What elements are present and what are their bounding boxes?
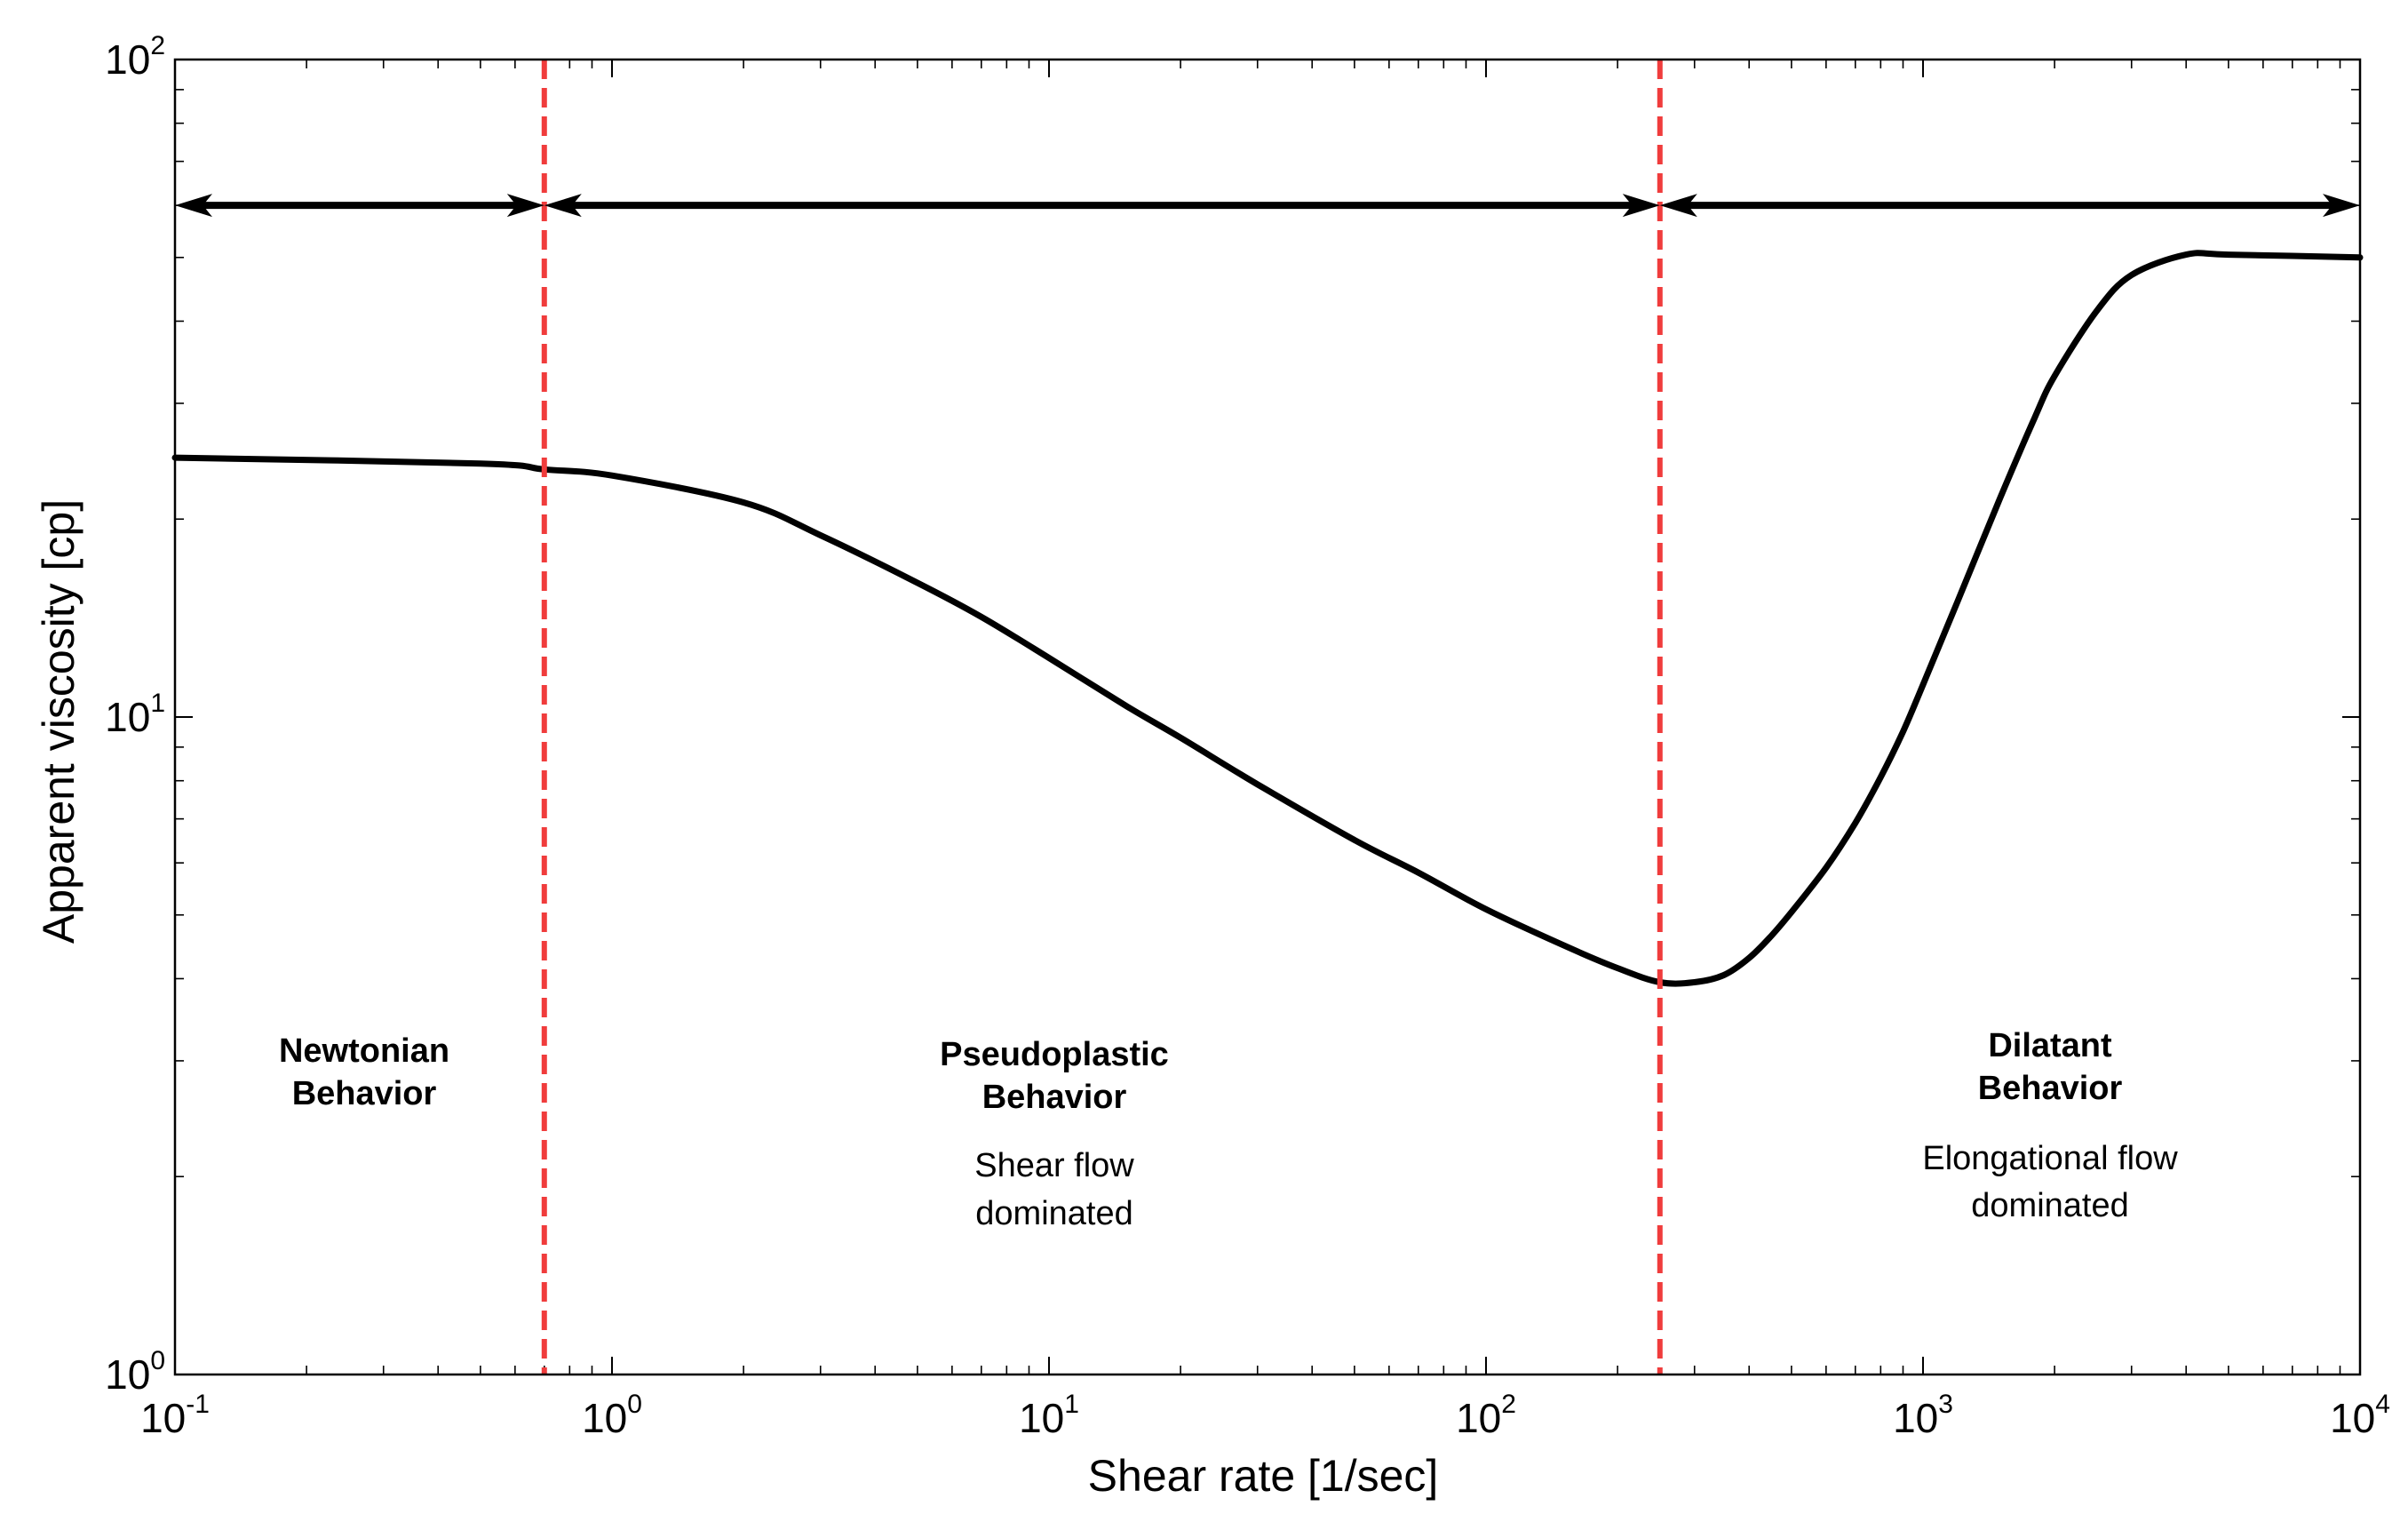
boundary-layer <box>541 60 1663 1375</box>
x-tick-label: 104 <box>2330 1390 2390 1441</box>
region-dilatant-title-2: Behavior <box>1978 1070 2123 1107</box>
x-tick-label: 10-1 <box>140 1390 210 1441</box>
y-tick-label: 100 <box>105 1346 165 1398</box>
double-arrow-head-right <box>2323 194 2360 218</box>
x-axis-title: Shear rate [1/sec] <box>1088 1451 1439 1501</box>
double-arrow-head-left <box>1659 194 1697 218</box>
region-newtonian-title-2: Behavior <box>292 1075 437 1112</box>
y-axis-title: Apparent viscosity [cp] <box>34 499 83 944</box>
double-arrow-head-right <box>506 194 544 218</box>
region-pseudoplastic-title-1: Pseudoplastic <box>940 1036 1169 1073</box>
region-pseudoplastic: Pseudoplastic Behavior Shear flow domina… <box>940 1036 1169 1232</box>
region-dilatant: Dilatant Behavior Elongational flow domi… <box>1922 1027 2178 1224</box>
double-arrow-head-left <box>175 194 212 218</box>
region-dilatant-title-1: Dilatant <box>1988 1027 2112 1064</box>
region-pseudoplastic-desc-1: Shear flow <box>974 1147 1134 1184</box>
viscosity-curve <box>171 250 2364 987</box>
double-arrow <box>1659 194 2360 218</box>
x-tick-label: 100 <box>582 1390 642 1441</box>
y-tick-label: 102 <box>105 31 165 83</box>
double-arrow-head-right <box>1622 194 1660 218</box>
y-tick-labels: 100 101 102 <box>105 31 165 1398</box>
x-tick-labels: 10-1 100 101 102 103 104 <box>140 1390 2390 1441</box>
plot-frame <box>173 58 2362 1376</box>
region-dilatant-desc-1: Elongational flow <box>1922 1140 2178 1177</box>
region-pseudoplastic-desc-2: dominated <box>975 1195 1132 1232</box>
region-newtonian: Newtonian Behavior <box>279 1032 449 1112</box>
region-newtonian-title-1: Newtonian <box>279 1032 449 1070</box>
series-layer <box>171 250 2364 987</box>
region-dilatant-desc-2: dominated <box>1971 1187 2128 1224</box>
double-arrow-head-left <box>544 194 582 218</box>
double-arrow <box>175 194 544 218</box>
x-tick-label: 101 <box>1019 1390 1079 1441</box>
x-tick-label: 103 <box>1893 1390 1953 1441</box>
y-tick-label: 101 <box>105 689 165 740</box>
x-tick-label: 102 <box>1456 1390 1516 1441</box>
region-pseudoplastic-title-2: Behavior <box>982 1079 1127 1116</box>
double-arrow <box>544 194 1660 218</box>
arrow-layer <box>175 194 2360 218</box>
